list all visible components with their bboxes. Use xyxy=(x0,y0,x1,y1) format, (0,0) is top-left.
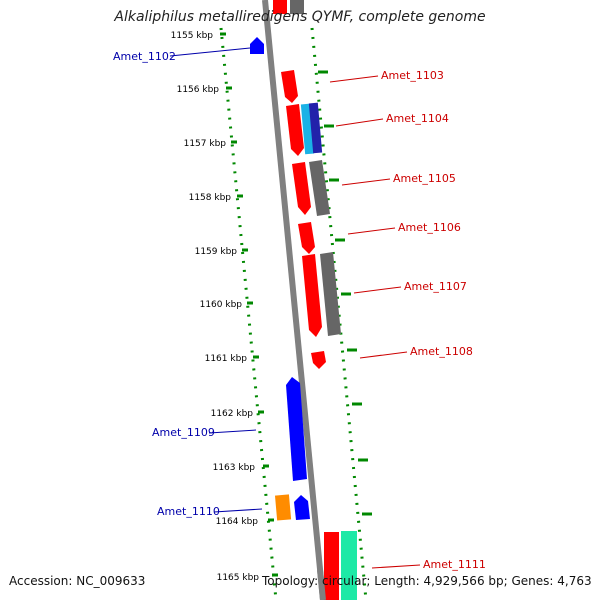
accession-text: Accession: NC_009633 xyxy=(9,574,146,588)
gene-label[interactable]: Amet_1105 xyxy=(393,172,456,185)
leader-line xyxy=(341,178,391,186)
scale-tick-label: 1157 kbp xyxy=(184,139,227,149)
gene-label[interactable]: Amet_1110 xyxy=(157,505,220,518)
gene-features xyxy=(250,0,357,601)
leader-line xyxy=(169,47,251,57)
gene-label[interactable]: Amet_1102 xyxy=(113,50,176,63)
gene-label[interactable]: Amet_1109 xyxy=(152,426,215,439)
gene-arrow[interactable] xyxy=(286,377,307,481)
scale-tick-label: 1158 kbp xyxy=(189,193,232,203)
scale-tick-label: 1159 kbp xyxy=(195,247,238,257)
gene-label[interactable]: Amet_1103 xyxy=(381,69,444,82)
gene-arrow[interactable] xyxy=(292,162,311,215)
gene-label[interactable]: Amet_1111 xyxy=(423,558,486,571)
gene-arrow[interactable] xyxy=(290,0,304,14)
leader-line xyxy=(371,564,421,569)
leader-line xyxy=(347,227,396,235)
leader-line xyxy=(213,508,263,513)
leader-line xyxy=(208,429,257,434)
gene-label[interactable]: Amet_1106 xyxy=(398,221,461,234)
scale-tick-label: 1165 kbp xyxy=(217,573,260,583)
gene-arrow[interactable] xyxy=(273,0,287,14)
gene-arrow[interactable] xyxy=(341,531,357,600)
leader-line xyxy=(359,351,408,359)
gene-arrow[interactable] xyxy=(320,252,341,336)
scale-tick-label: 1160 kbp xyxy=(200,300,243,310)
scale-line-right xyxy=(310,27,368,601)
gene-arrow[interactable] xyxy=(324,532,339,600)
scale-tick-label: 1162 kbp xyxy=(211,409,254,419)
backbone-line xyxy=(262,0,326,601)
genome-summary-text: Topology: circular; Length: 4,929,566 bp… xyxy=(262,574,592,588)
scale-tick-label: 1161 kbp xyxy=(205,354,248,364)
gene-arrow[interactable] xyxy=(286,104,304,156)
scale-tick-label: 1156 kbp xyxy=(177,85,220,95)
gene-arrow[interactable] xyxy=(281,70,298,103)
gene-arrow[interactable] xyxy=(250,37,264,54)
gene-label[interactable]: Amet_1108 xyxy=(410,345,473,358)
gene-label[interactable]: Amet_1107 xyxy=(404,280,467,293)
leader-line xyxy=(329,75,379,83)
gene-arrow[interactable] xyxy=(309,160,330,216)
gene-labels: Amet_1102 Amet_1103 Amet_1104 Amet_1105 … xyxy=(113,47,486,571)
gene-arrow[interactable] xyxy=(311,351,326,369)
gene-arrow[interactable] xyxy=(308,102,323,154)
backbone-line xyxy=(317,569,326,601)
scale-tick-label: 1164 kbp xyxy=(216,517,259,527)
scale-tick-label: 1163 kbp xyxy=(213,463,256,473)
leader-line xyxy=(353,286,402,294)
gene-arrow[interactable] xyxy=(302,254,322,337)
map-title: Alkaliphilus metalliredigens QYMF, compl… xyxy=(114,9,486,25)
leader-line xyxy=(335,118,384,127)
gene-arrow[interactable] xyxy=(298,222,315,254)
scale-tick-label: 1155 kbp xyxy=(171,31,214,41)
gene-arrow[interactable] xyxy=(274,494,292,521)
gene-label[interactable]: Amet_1104 xyxy=(386,112,449,125)
scale-ticks: 1155 kbp 1156 kbp 1157 kbp 1158 kbp 1159… xyxy=(171,31,372,583)
scale-line-left xyxy=(219,27,278,601)
gene-arrow[interactable] xyxy=(294,495,310,520)
